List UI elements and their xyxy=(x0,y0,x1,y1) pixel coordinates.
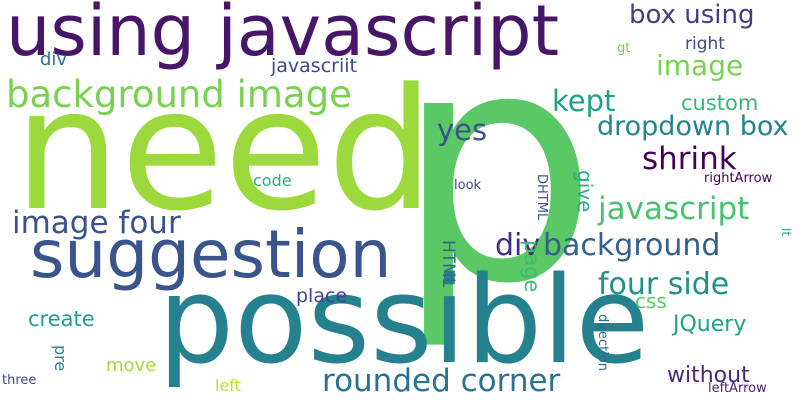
word-place: place xyxy=(296,285,348,307)
word-dhtml: DHTML xyxy=(534,174,549,221)
word-lt: lt xyxy=(779,228,793,237)
word-image: image xyxy=(656,49,744,82)
word-leftarrow: leftArrow xyxy=(708,381,767,396)
word-gt: gt xyxy=(617,41,631,56)
word-look: look xyxy=(454,178,482,193)
word-rightarrow: rightArrow xyxy=(704,171,773,186)
word-javascript: javascript xyxy=(598,191,750,227)
word-div-small: div xyxy=(40,49,68,70)
word-without: without xyxy=(667,363,750,388)
word-possible: possible xyxy=(158,252,650,391)
word-using-javascript: using javascript xyxy=(6,0,560,72)
word-javascriit: javascriit xyxy=(271,55,357,77)
word-suggestion: suggestion xyxy=(30,216,392,293)
word-jquery: JQuery xyxy=(673,312,747,337)
word-pre: pre xyxy=(51,345,70,372)
word-three: three xyxy=(2,373,37,388)
word-need: need xyxy=(14,52,434,248)
word-custom: custom xyxy=(681,91,759,115)
word-box-using: box using xyxy=(629,0,755,30)
word-html: HTML xyxy=(438,240,458,288)
word-create: create xyxy=(28,307,95,331)
word-dropdown-box: dropdown box xyxy=(597,111,789,142)
word-rounded-corner: rounded corner xyxy=(322,363,561,399)
word-move: move xyxy=(106,355,157,376)
word-background-image: background image xyxy=(6,73,352,116)
word-give: give xyxy=(573,170,597,213)
word-left: left xyxy=(215,376,241,395)
word-four-side: four side xyxy=(598,267,730,302)
word-code: code xyxy=(253,171,292,190)
word-div: div xyxy=(495,228,541,263)
word-kept: kept xyxy=(552,84,616,118)
word-image-four: image four xyxy=(12,205,181,241)
word-p: p xyxy=(395,0,599,354)
word-direction: direction xyxy=(595,314,610,371)
word-page: page xyxy=(520,240,544,293)
word-right: right xyxy=(685,34,725,54)
word-css: css xyxy=(635,289,667,313)
word-shrink: shrink xyxy=(642,141,737,177)
word-background: background xyxy=(543,228,721,263)
word-yes: yes xyxy=(437,113,488,147)
